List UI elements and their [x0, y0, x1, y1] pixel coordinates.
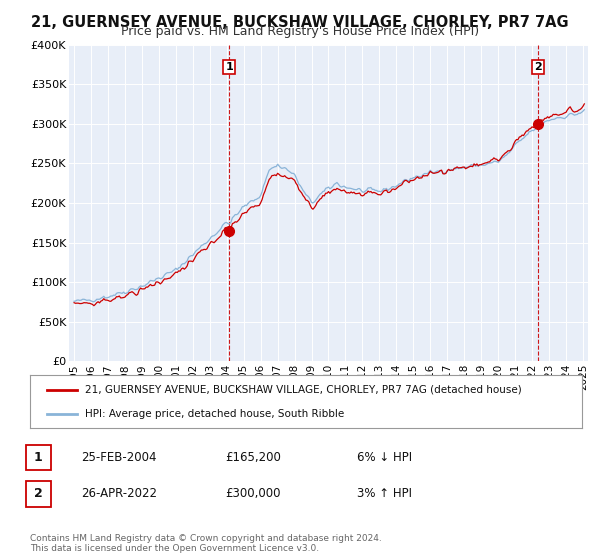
Text: £300,000: £300,000 — [225, 487, 281, 501]
Text: 26-APR-2022: 26-APR-2022 — [81, 487, 157, 501]
Text: 6% ↓ HPI: 6% ↓ HPI — [357, 451, 412, 464]
Text: 1: 1 — [226, 62, 233, 72]
Text: HPI: Average price, detached house, South Ribble: HPI: Average price, detached house, Sout… — [85, 409, 344, 419]
Text: 21, GUERNSEY AVENUE, BUCKSHAW VILLAGE, CHORLEY, PR7 7AG (detached house): 21, GUERNSEY AVENUE, BUCKSHAW VILLAGE, C… — [85, 385, 522, 395]
Text: 1: 1 — [34, 451, 43, 464]
Text: 3% ↑ HPI: 3% ↑ HPI — [357, 487, 412, 501]
Text: Contains HM Land Registry data © Crown copyright and database right 2024.
This d: Contains HM Land Registry data © Crown c… — [30, 534, 382, 553]
Text: 2: 2 — [34, 487, 43, 501]
Text: 21, GUERNSEY AVENUE, BUCKSHAW VILLAGE, CHORLEY, PR7 7AG: 21, GUERNSEY AVENUE, BUCKSHAW VILLAGE, C… — [31, 15, 569, 30]
Text: £165,200: £165,200 — [225, 451, 281, 464]
Text: 25-FEB-2004: 25-FEB-2004 — [81, 451, 157, 464]
Text: 2: 2 — [534, 62, 542, 72]
Text: Price paid vs. HM Land Registry's House Price Index (HPI): Price paid vs. HM Land Registry's House … — [121, 25, 479, 38]
